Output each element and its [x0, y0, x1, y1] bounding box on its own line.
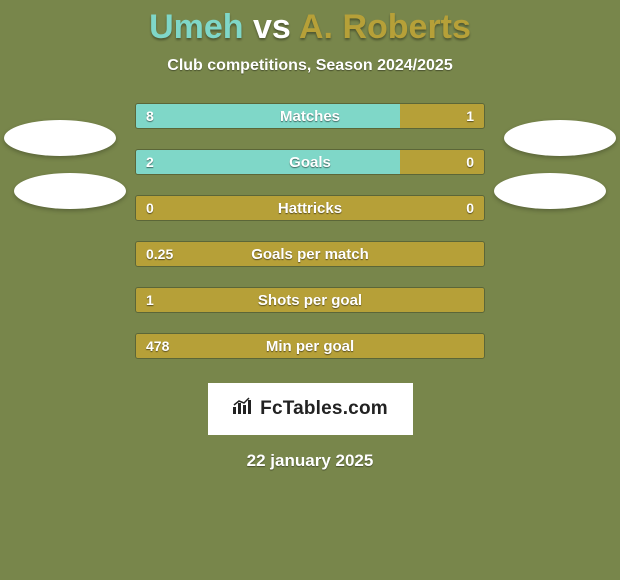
stat-label: Matches [136, 104, 484, 128]
player1-avatar-alt [14, 173, 126, 209]
subtitle: Club competitions, Season 2024/2025 [0, 57, 620, 75]
stat-value-right: 0 [466, 150, 474, 174]
stat-value-right: 1 [466, 104, 474, 128]
stat-value-right: 0 [466, 196, 474, 220]
vs-label: vs [253, 8, 291, 46]
player2-avatar-alt [494, 173, 606, 209]
stat-label: Min per goal [136, 334, 484, 358]
stat-row: 0.25Goals per match [135, 241, 485, 267]
stat-row: 1Shots per goal [135, 287, 485, 313]
player1-avatar [4, 120, 116, 156]
stat-label: Hattricks [136, 196, 484, 220]
stat-label: Shots per goal [136, 288, 484, 312]
stat-row: 8Matches1 [135, 103, 485, 129]
stat-label: Goals per match [136, 242, 484, 266]
stat-row: 0Hattricks0 [135, 195, 485, 221]
player1-name: Umeh [149, 8, 243, 46]
chart-icon [232, 397, 254, 420]
logo-box: FcTables.com [208, 383, 413, 435]
stat-label: Goals [136, 150, 484, 174]
stat-row: 478Min per goal [135, 333, 485, 359]
player2-name: A. Roberts [299, 8, 471, 46]
stats-container: 8Matches12Goals00Hattricks00.25Goals per… [135, 103, 485, 359]
comparison-title: Umeh vs A. Roberts [0, 0, 620, 47]
date-label: 22 january 2025 [0, 451, 620, 471]
stat-row: 2Goals0 [135, 149, 485, 175]
player2-avatar [504, 120, 616, 156]
logo-text: FcTables.com [260, 398, 388, 420]
